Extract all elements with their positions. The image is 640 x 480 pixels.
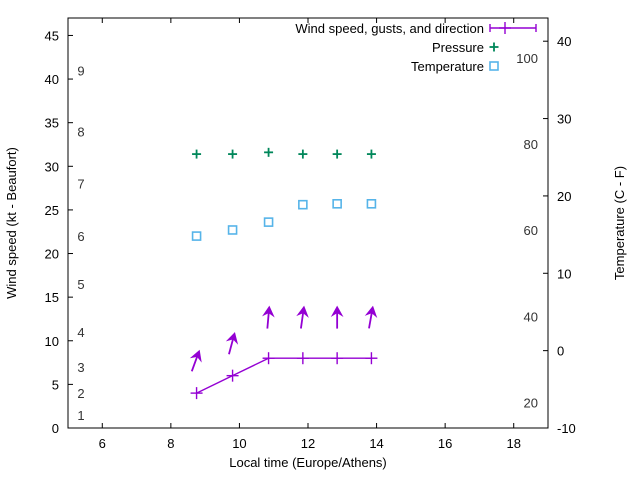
x-tick-label: 18: [506, 436, 520, 451]
series-wind: [189, 305, 378, 400]
y-tick-label: 10: [45, 334, 59, 349]
x-axis-ticks: 6 8 10 12 14 16 18: [99, 18, 521, 451]
wind-arrow-shaft: [300, 310, 305, 329]
wind-direction-arrow: [296, 305, 309, 329]
wind-arrow-shaft: [190, 354, 199, 372]
y-tick-label: 0: [52, 421, 59, 436]
legend-label-2: Temperature: [411, 59, 484, 74]
beaufort-label: 6: [77, 229, 84, 244]
temperature-marker: [263, 217, 274, 227]
wind-arrow-shaft: [266, 310, 270, 329]
wind-direction-arrow: [262, 305, 275, 329]
beaufort-label: 9: [77, 63, 84, 78]
beaufort-label: 2: [77, 386, 84, 401]
fahrenheit-label: 100: [516, 51, 538, 66]
legend-square: [489, 61, 499, 71]
x-tick-label: 16: [438, 436, 452, 451]
wind-arrow-head: [296, 305, 309, 318]
y-tick-label: 30: [45, 159, 59, 174]
wind-direction-arrow: [330, 305, 344, 329]
x-tick-label: 8: [167, 436, 174, 451]
series-temperature: [191, 199, 377, 241]
x-tick-label: 14: [369, 436, 383, 451]
wind-direction-arrow: [364, 305, 378, 329]
y2-axis-ticks: -10 0 10 20 30 40: [543, 34, 576, 436]
wind-arrow-head: [189, 349, 202, 363]
beaufort-label: 1: [77, 408, 84, 423]
wind-direction-arrow: [225, 332, 239, 355]
wind-arrow-shaft: [368, 310, 374, 329]
x-tick-label: 10: [232, 436, 246, 451]
y2-tick-label: 30: [557, 112, 571, 127]
temperature-marker: [191, 231, 202, 241]
beaufort-label: 7: [77, 177, 84, 192]
y-tick-label: 45: [45, 28, 59, 43]
fahrenheit-label: 40: [524, 310, 538, 325]
x-axis-title: Local time (Europe/Athens): [229, 455, 387, 470]
wind-arrow-head: [364, 305, 378, 319]
y2-tick-label: 20: [557, 189, 571, 204]
temperature-marker: [227, 225, 238, 235]
legend-label-1: Pressure: [432, 40, 484, 55]
temperature-marker: [332, 199, 342, 209]
beaufort-label: 4: [77, 325, 84, 340]
x-tick-label: 12: [301, 436, 315, 451]
temperature-marker: [298, 199, 308, 210]
data-series-layer: [189, 147, 378, 400]
beaufort-scale-labels: 1 2 3 4 5 6 7 8 9: [77, 63, 84, 423]
fahrenheit-label: 60: [524, 223, 538, 238]
fahrenheit-scale-labels: 20 40 60 80 100: [516, 51, 538, 410]
beaufort-label: 5: [77, 277, 84, 292]
y-tick-label: 20: [45, 247, 59, 262]
y2-tick-label: 0: [557, 344, 564, 359]
temperature-marker: [366, 199, 377, 209]
wind-arrow-head: [262, 305, 275, 318]
series-pressure: [192, 147, 376, 159]
chart-legend: Wind speed, gusts, and direction Pressure…: [295, 21, 537, 74]
y-tick-label: 35: [45, 116, 59, 131]
beaufort-label: 3: [77, 360, 84, 375]
y-tick-label: 5: [52, 377, 59, 392]
beaufort-label: 8: [77, 124, 84, 139]
wind-arrow-head: [225, 332, 239, 345]
y-tick-label: 15: [45, 290, 59, 305]
legend-marker-2: [489, 61, 499, 71]
wind-arrow-shaft: [228, 336, 235, 355]
x-tick-label: 6: [99, 436, 106, 451]
fahrenheit-label: 80: [524, 137, 538, 152]
wind-direction-arrow: [189, 349, 202, 372]
y2-tick-label: 10: [557, 266, 571, 281]
y-tick-label: 40: [45, 72, 59, 87]
y2-tick-label: -10: [557, 421, 576, 436]
legend-marker-1: [489, 42, 499, 52]
y-tick-label: 25: [45, 203, 59, 218]
y2-axis-title: Temperature (C - F): [612, 166, 627, 280]
legend-marker-0: [489, 22, 537, 34]
y-axis-title: Wind speed (kt - Beaufort): [4, 147, 19, 299]
y-axis-ticks: 0 5 10 15 20 25 30 35 40 45: [45, 28, 73, 436]
fahrenheit-label: 20: [524, 395, 538, 410]
legend-label-0: Wind speed, gusts, and direction: [295, 21, 484, 36]
y2-tick-label: 40: [557, 34, 571, 49]
wind-arrow-head: [330, 305, 344, 317]
